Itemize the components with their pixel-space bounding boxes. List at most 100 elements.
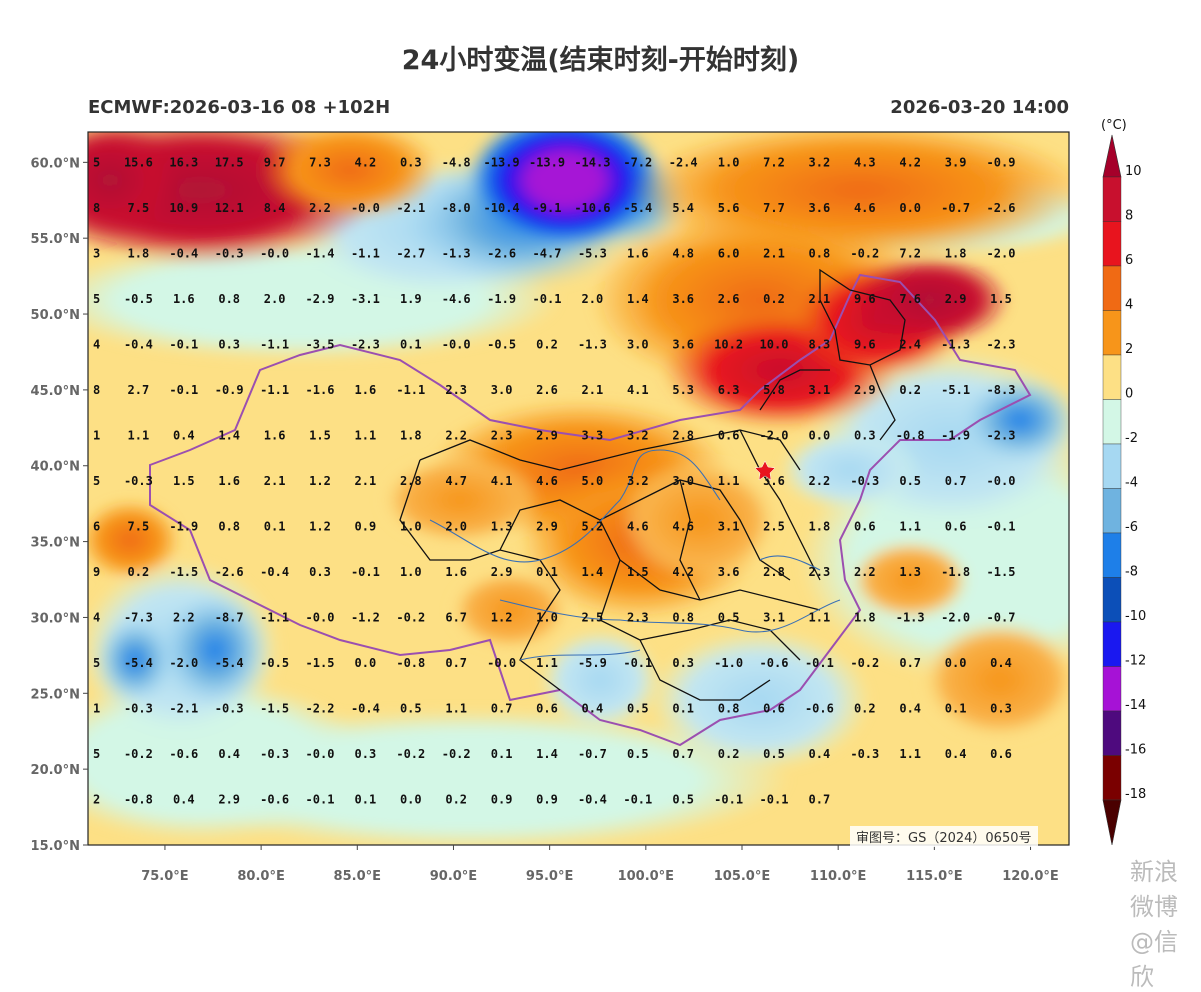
grid-value: -0.5	[124, 292, 153, 306]
grid-value: -0.2	[396, 747, 425, 761]
grid-value: 2.1	[355, 474, 377, 488]
grid-value: -1.3	[442, 246, 471, 260]
grid-value: 15.6	[124, 155, 153, 169]
grid-value: 5.2	[582, 519, 604, 533]
grid-value: 1.1	[445, 701, 467, 715]
grid-value: -0.4	[169, 246, 198, 260]
grid-value: 0.4	[899, 701, 921, 715]
grid-value: 2.0	[264, 292, 286, 306]
colorbar-bin	[1102, 310, 1122, 356]
grid-value: -0.3	[124, 474, 153, 488]
grid-value: 1.9	[400, 292, 422, 306]
colorbar-level: -8	[1125, 565, 1138, 580]
grid-value: -1.5	[987, 565, 1016, 579]
colorbar-bin	[1102, 399, 1122, 445]
colorbar-level: 10	[1125, 164, 1142, 179]
grid-value: -0.9	[215, 383, 244, 397]
grid-value: 2.4	[899, 337, 921, 351]
grid-value: 7.5	[128, 201, 150, 215]
grid-value: 2.9	[218, 792, 240, 806]
grid-value: 4	[93, 337, 100, 351]
grid-value: -2.6	[487, 246, 516, 260]
grid-value: 1.4	[627, 292, 649, 306]
grid-value: 2.9	[536, 428, 558, 442]
grid-value: 0.0	[400, 792, 422, 806]
lat-tick-label: 45.0°N	[31, 384, 80, 399]
grid-value: -0.4	[578, 792, 607, 806]
grid-value: 4.7	[445, 474, 467, 488]
grid-value: 3.6	[809, 201, 831, 215]
grid-value: 1.6	[355, 383, 377, 397]
grid-value: -0.3	[850, 474, 879, 488]
grid-value: 0.4	[809, 747, 831, 761]
grid-value: -5.4	[623, 201, 652, 215]
grid-value: -0.0	[442, 337, 471, 351]
grid-value: 0.3	[672, 656, 694, 670]
grid-value: 2.8	[672, 428, 694, 442]
lat-tick-label: 15.0°N	[31, 839, 80, 854]
grid-value: 7.2	[899, 246, 921, 260]
grid-value: 9.7	[264, 155, 286, 169]
grid-value: 2.1	[264, 474, 286, 488]
grid-value: 2.3	[627, 610, 649, 624]
grid-value: 1.0	[536, 610, 558, 624]
grid-value: 4.1	[627, 383, 649, 397]
lon-tick-label: 105.0°E	[714, 869, 771, 884]
grid-value: 3.6	[718, 565, 740, 579]
grid-value: -1.8	[941, 565, 970, 579]
grid-value: -5.4	[215, 656, 244, 670]
grid-value: 3.2	[809, 155, 831, 169]
grid-value: -2.3	[351, 337, 380, 351]
grid-value: 0.1	[672, 701, 694, 715]
grid-value: 0.9	[355, 519, 377, 533]
grid-value: 0.0	[355, 656, 377, 670]
colorbar: (°C) 10 8 6 4 2 0 -2 -4 -6 -8 -10 -12 -14 -16 -18	[1101, 118, 1146, 846]
lon-tick-label: 80.0°E	[237, 869, 284, 884]
grid-value: -1.5	[260, 701, 289, 715]
grid-value: 6.7	[445, 610, 467, 624]
grid-value: -0.7	[987, 610, 1016, 624]
grid-value: 2.9	[945, 292, 967, 306]
grid-value: 0.4	[990, 656, 1012, 670]
grid-value: 5	[93, 292, 100, 306]
grid-value-labels: 5 15.6 16.3 17.5 9.7 7.3 4.2 0.3 -4.8 -13.9 -13.9-…	[93, 155, 1015, 806]
grid-value: -1.3	[578, 337, 607, 351]
grid-value: 2.2	[309, 201, 331, 215]
grid-value: 1.1	[128, 428, 150, 442]
grid-value: 3.9	[945, 155, 967, 169]
grid-value: -5.4	[124, 656, 153, 670]
grid-value: -2.0	[941, 610, 970, 624]
grid-value: -0.1	[623, 656, 652, 670]
grid-value: 1.5	[990, 292, 1012, 306]
grid-value: 3.1	[809, 383, 831, 397]
grid-value: -0.7	[578, 747, 607, 761]
grid-value: 2.8	[400, 474, 422, 488]
grid-value: 0.4	[173, 792, 195, 806]
colorbar-level: -12	[1125, 654, 1146, 669]
grid-value: 1.1	[355, 428, 377, 442]
grid-value: 0.9	[491, 792, 513, 806]
grid-value: 1.6	[627, 246, 649, 260]
grid-value: 2.3	[491, 428, 513, 442]
grid-value: 0.0	[945, 656, 967, 670]
colorbar-level: -6	[1125, 520, 1138, 535]
grid-value: 5.8	[763, 383, 785, 397]
grid-value: -1.1	[396, 383, 425, 397]
colorbar-level: 8	[1125, 209, 1133, 224]
grid-value: -2.2	[306, 701, 335, 715]
grid-value: -2.7	[396, 246, 425, 260]
lat-tick-label: 25.0°N	[31, 687, 80, 702]
grid-value: 0.2	[718, 747, 740, 761]
grid-value: -0.6	[805, 701, 834, 715]
grid-value: 7.5	[128, 519, 150, 533]
grid-value: 2.2	[445, 428, 467, 442]
grid-value: 1.6	[173, 292, 195, 306]
map-canvas: 60.0°N55.0°N50.0°N45.0°N40.0°N35.0°N30.0…	[31, 118, 1147, 884]
grid-value: -1.0	[714, 656, 743, 670]
grid-value: -0.6	[760, 656, 789, 670]
grid-value: -0.1	[351, 565, 380, 579]
grid-value: -9.1	[533, 201, 562, 215]
grid-value: 2.2	[809, 474, 831, 488]
grid-value: 5	[93, 474, 100, 488]
grid-value: 0.8	[809, 246, 831, 260]
